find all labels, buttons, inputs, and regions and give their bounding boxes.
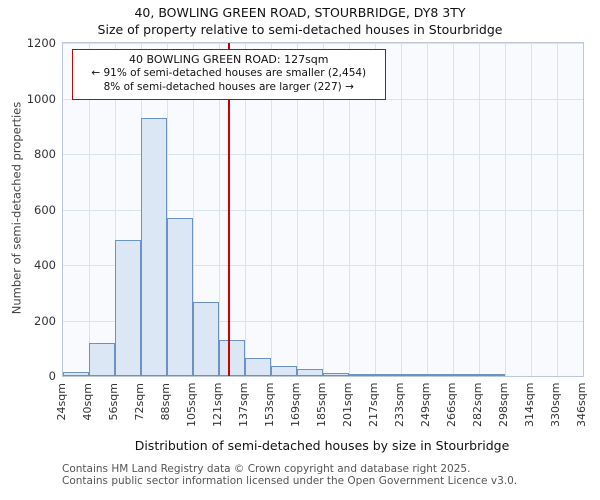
histogram-bar xyxy=(193,302,219,376)
gridline-x xyxy=(271,43,272,376)
histogram-bar xyxy=(271,366,297,376)
gridline-x xyxy=(531,43,532,376)
x-tick-label: 137sqm xyxy=(237,382,250,427)
y-tick-label: 1200 xyxy=(26,36,56,50)
x-tick-label: 266sqm xyxy=(445,382,458,427)
x-tick-label: 298sqm xyxy=(497,382,510,427)
chart-subtitle: Size of property relative to semi-detach… xyxy=(97,22,503,37)
histogram-bar xyxy=(401,374,427,376)
y-tick-label: 400 xyxy=(34,258,56,272)
gridline-x xyxy=(401,43,402,376)
histogram-bar xyxy=(453,374,479,376)
histogram-bar xyxy=(479,374,505,376)
histogram-bar xyxy=(349,373,375,376)
x-tick-label: 88sqm xyxy=(159,383,172,421)
gridline-x xyxy=(219,43,220,376)
x-tick-label: 233sqm xyxy=(393,382,406,427)
histogram-bar xyxy=(323,372,349,376)
x-tick-label: 40sqm xyxy=(81,383,94,421)
gridline-x xyxy=(245,43,246,376)
gridline-x xyxy=(505,43,506,376)
x-tick-label: 201sqm xyxy=(341,382,354,427)
gridline-x xyxy=(375,43,376,376)
x-tick-label: 330sqm xyxy=(549,382,562,427)
histogram-bar xyxy=(89,342,115,376)
property-size-marker-line xyxy=(228,43,230,376)
gridline-x xyxy=(453,43,454,376)
gridline-x xyxy=(193,43,194,376)
annotation-smaller-pct: ← 91% of semi-detached houses are smalle… xyxy=(91,67,367,80)
x-tick-label: 72sqm xyxy=(133,383,146,421)
annotation-box: 40 BOWLING GREEN ROAD: 127sqm ← 91% of s… xyxy=(71,49,386,100)
histogram-bar xyxy=(427,374,453,376)
histogram-bar xyxy=(375,373,401,376)
histogram-bar xyxy=(141,117,167,376)
x-axis-label: Distribution of semi-detached houses by … xyxy=(134,438,510,453)
gridline-x xyxy=(479,43,480,376)
x-tick-label: 121sqm xyxy=(211,382,224,427)
gridline-x xyxy=(349,43,350,376)
x-tick-label: 217sqm xyxy=(367,382,380,427)
histogram-bar xyxy=(245,357,271,376)
y-tick-label: 600 xyxy=(34,202,56,217)
gridline-x xyxy=(297,43,298,376)
x-tick-label: 185sqm xyxy=(315,382,328,427)
x-tick-label: 249sqm xyxy=(419,382,432,427)
x-tick-label: 314sqm xyxy=(523,382,536,427)
histogram-bar xyxy=(167,217,193,376)
annotation-property-size: 40 BOWLING GREEN ROAD: 127sqm xyxy=(128,53,329,66)
annotation-larger-pct: 8% of semi-detached houses are larger (2… xyxy=(103,80,354,93)
gridline-x xyxy=(167,43,168,376)
x-tick-label: 105sqm xyxy=(185,382,198,427)
histogram-bar xyxy=(219,339,245,376)
y-tick-label: 1000 xyxy=(26,91,56,106)
chart-title: 40, BOWLING GREEN ROAD, STOURBRIDGE, DY8… xyxy=(134,5,466,20)
gridline-x xyxy=(323,43,324,376)
x-tick-label: 24sqm xyxy=(55,383,68,421)
x-tick-label: 346sqm xyxy=(575,382,588,427)
x-tick-label: 282sqm xyxy=(471,382,484,427)
histogram-bar xyxy=(297,369,323,376)
x-tick-label: 169sqm xyxy=(289,382,302,427)
footer-attribution-1: Contains HM Land Registry data © Crown c… xyxy=(62,463,471,475)
y-tick-label: 800 xyxy=(34,147,56,161)
gridline-x xyxy=(115,43,116,376)
y-tick-label: 200 xyxy=(34,313,56,328)
footer-attribution-2: Contains public sector information licen… xyxy=(62,475,518,487)
x-tick-label: 56sqm xyxy=(107,383,120,421)
gridline-x xyxy=(89,43,90,376)
y-tick-label: 0 xyxy=(48,369,56,383)
gridline-x xyxy=(557,43,558,376)
histogram-bar xyxy=(63,371,89,376)
x-tick-label: 153sqm xyxy=(263,382,276,427)
gridline-x xyxy=(427,43,428,376)
histogram-bar xyxy=(115,240,141,376)
